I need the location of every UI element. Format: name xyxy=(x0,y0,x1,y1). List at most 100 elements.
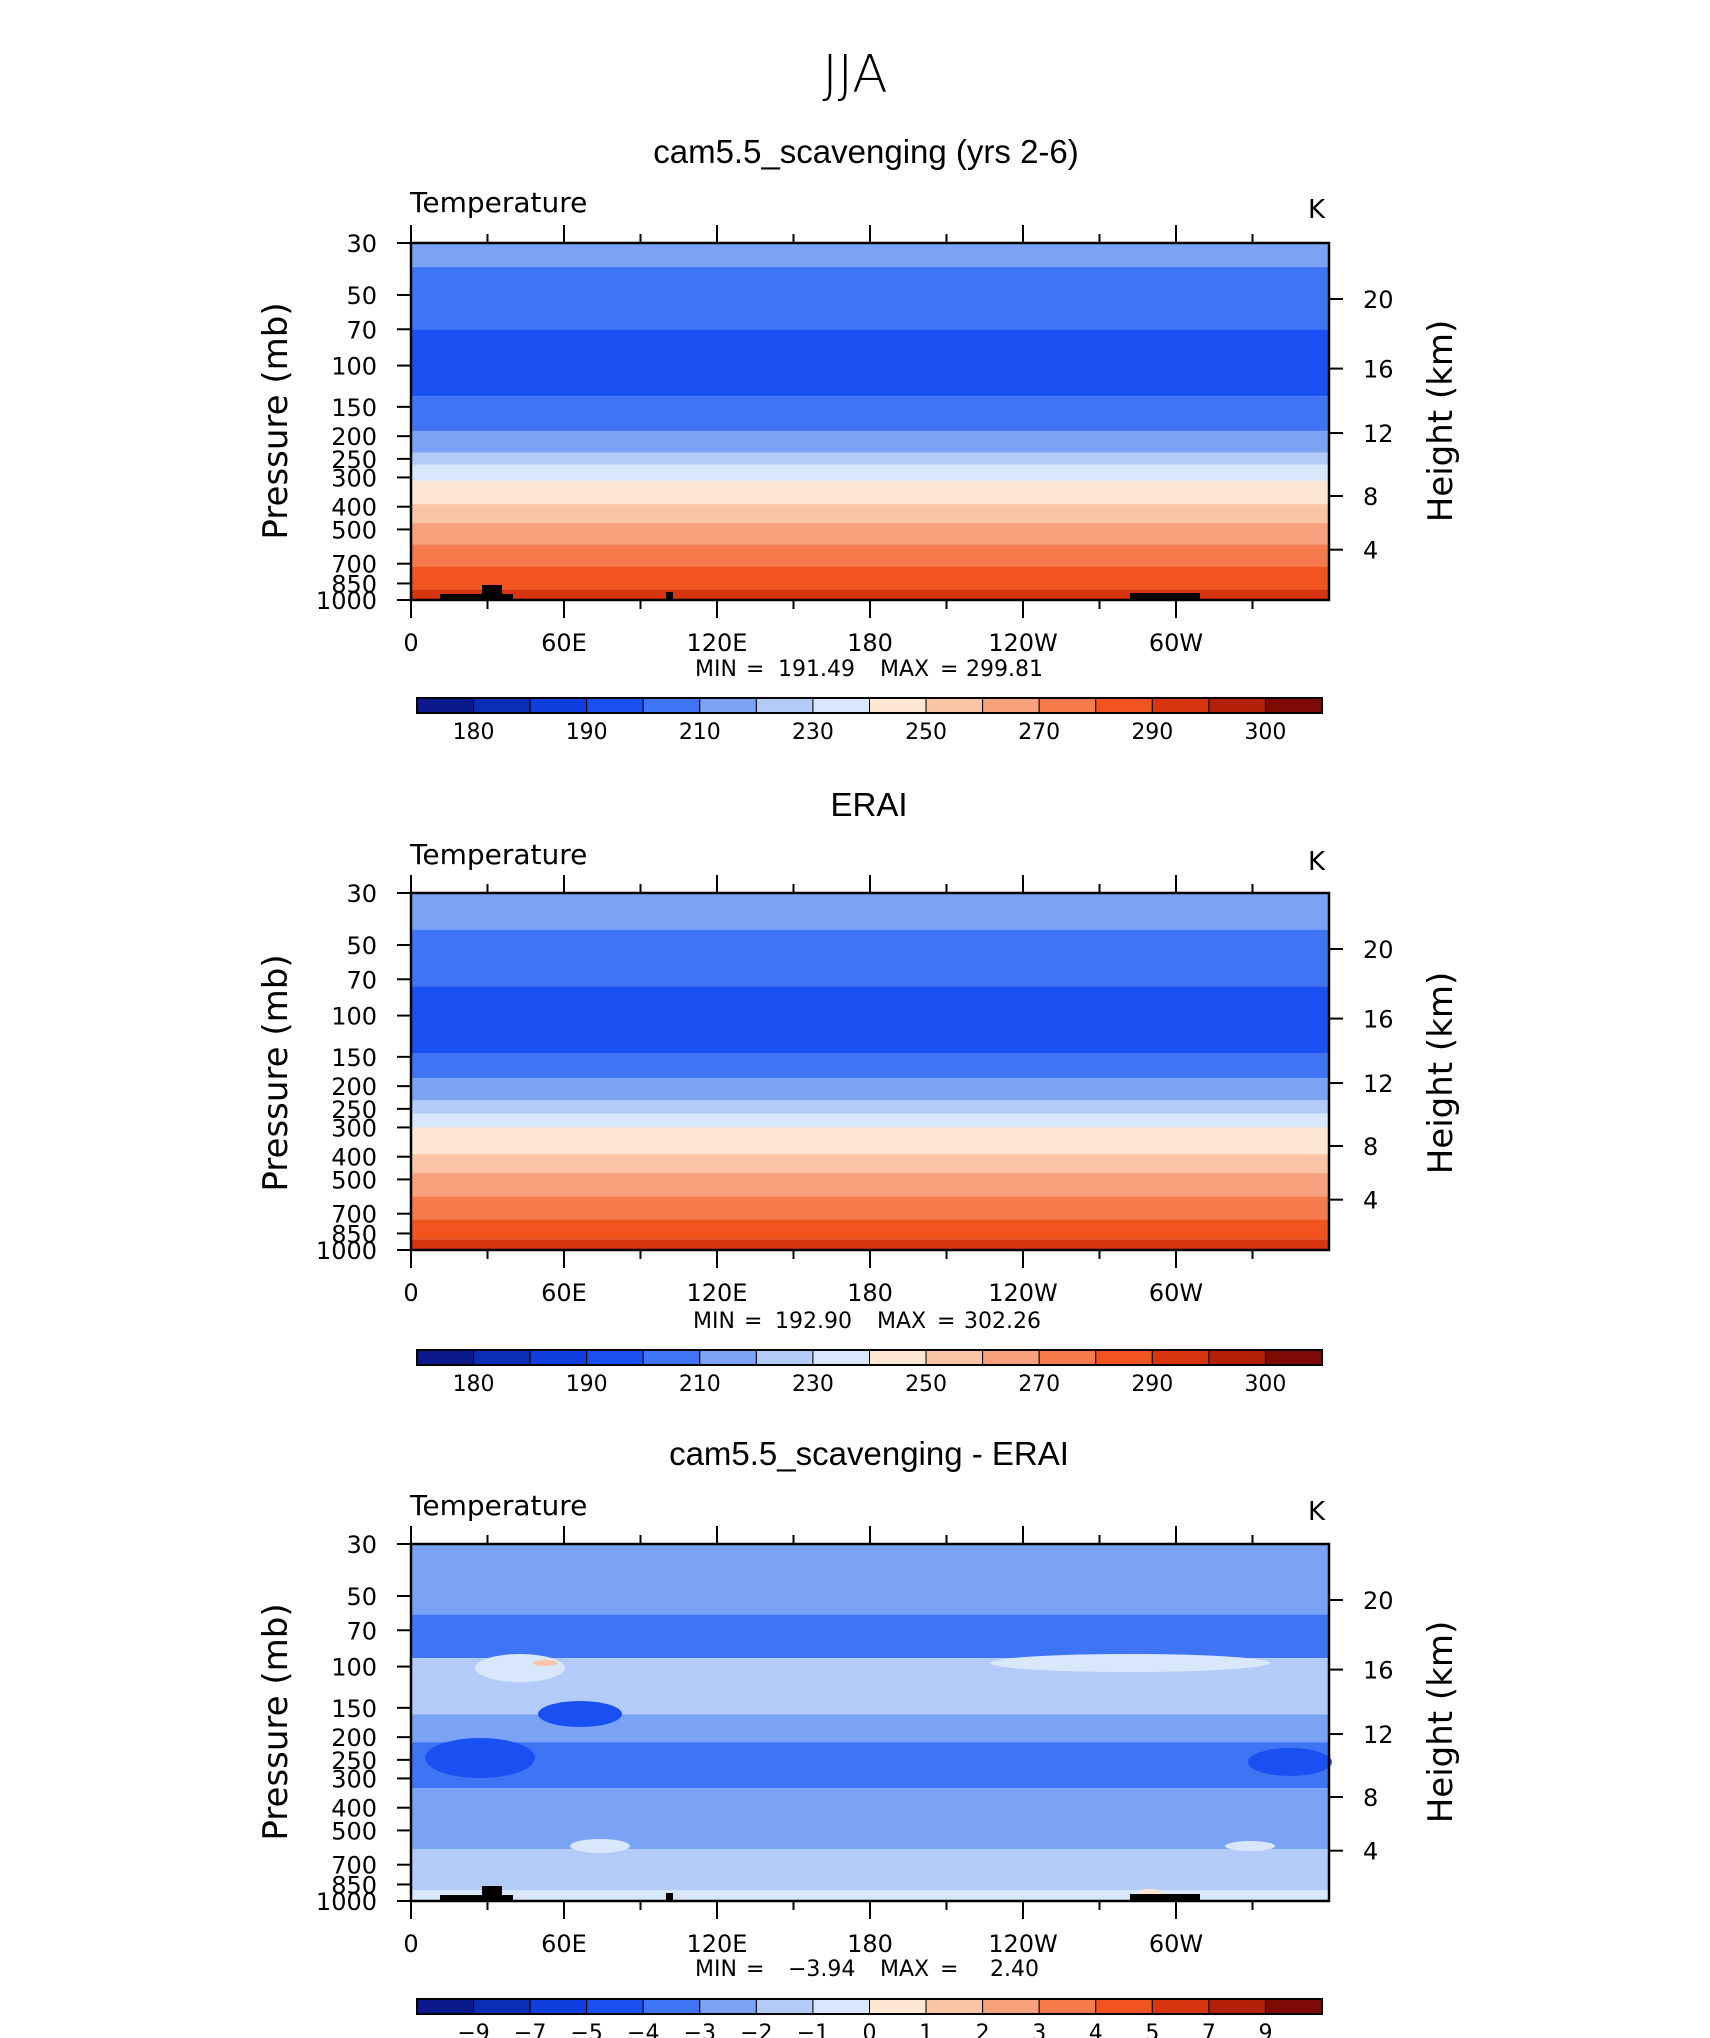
panel-3-ylabel: Pressure (mb) xyxy=(256,1603,296,1840)
colorbar-label: 180 xyxy=(453,1372,495,1397)
height-tick-label: 4 xyxy=(1363,537,1378,565)
colorbar-label: 180 xyxy=(453,720,495,745)
contour-band-0 xyxy=(411,1544,1329,1615)
panel-1-title: cam5.5_scavenging (yrs 2-6) xyxy=(653,133,1079,170)
height-tick-label: 4 xyxy=(1363,1187,1378,1215)
panel-1-max-value: 299.81 xyxy=(966,657,1043,682)
panel-1-units-label: K xyxy=(1308,195,1326,225)
pressure-tick-label: 500 xyxy=(331,1817,377,1845)
topography-mask xyxy=(482,585,502,594)
contour-band-5 xyxy=(411,1788,1329,1849)
panel-1-max-eq: = xyxy=(940,657,958,682)
lon-tick-label: 120E xyxy=(687,1279,748,1307)
colorbar-swatch xyxy=(586,697,644,714)
panel-2-max-eq: = xyxy=(937,1309,955,1334)
height-tick-label: 20 xyxy=(1363,286,1394,314)
anomaly-blob-7 xyxy=(1225,1841,1275,1851)
colorbar-swatch xyxy=(1151,1998,1210,2015)
colorbar-swatch xyxy=(642,1349,701,1366)
contour-band-1 xyxy=(411,267,1329,330)
colorbar-swatch xyxy=(416,1349,475,1366)
colorbar-swatch xyxy=(473,697,531,714)
pressure-tick-label: 1000 xyxy=(316,587,377,615)
contour-band-10 xyxy=(411,1196,1329,1220)
lon-tick-label: 60W xyxy=(1149,1930,1203,1958)
pressure-tick-label: 1000 xyxy=(316,1237,377,1265)
panel-3-stats: MIN = −3.94 MAX = 2.40 xyxy=(695,1957,1039,1982)
contour-band-0 xyxy=(411,243,1329,268)
colorbar-swatch xyxy=(755,1349,814,1366)
contour-band-4 xyxy=(411,430,1329,453)
panel-2-max-value: 302.26 xyxy=(964,1309,1041,1334)
colorbar-swatch xyxy=(642,1998,701,2015)
lon-tick-label: 120W xyxy=(988,1930,1058,1958)
colorbar-label: 230 xyxy=(792,1372,834,1397)
contour-band-5 xyxy=(411,452,1329,465)
contour-band-3 xyxy=(411,1053,1329,1079)
pressure-tick-label: 30 xyxy=(346,1531,377,1559)
pressure-tick-label: 400 xyxy=(331,1795,377,1823)
colorbar-label: −9 xyxy=(457,2021,489,2038)
lon-tick-label: 0 xyxy=(403,1930,418,1958)
panel-2-ylabel-right: Height (km) xyxy=(1421,972,1461,1175)
panel-2-colorbar: 180 190 210 230 250 270 290 300 xyxy=(416,1349,1323,1397)
colorbar-label: 270 xyxy=(1018,720,1060,745)
pressure-tick-label: 100 xyxy=(331,1654,377,1682)
pressure-tick-label: 70 xyxy=(346,316,377,344)
panel-1-ylabel-right: Height (km) xyxy=(1421,320,1461,523)
colorbar-swatch xyxy=(982,697,1040,714)
height-tick-label: 20 xyxy=(1363,936,1394,964)
height-tick-label: 8 xyxy=(1363,483,1378,511)
colorbar-swatch xyxy=(925,1349,984,1366)
panel-3-variable-label: Temperature xyxy=(409,1489,587,1522)
panel-2-stats: MIN = 192.90 MAX = 302.26 xyxy=(693,1309,1041,1334)
colorbar-swatch xyxy=(869,1998,927,2015)
colorbar-label: 210 xyxy=(679,1372,721,1397)
contour-band-12 xyxy=(411,1239,1329,1250)
pressure-tick-label: 30 xyxy=(346,880,377,908)
panel-3-max-label: MAX xyxy=(880,1957,929,1982)
panel-3-min-label: MIN xyxy=(695,1957,737,1982)
pressure-tick-label: 700 xyxy=(331,551,377,579)
contour-band-0 xyxy=(411,893,1329,930)
pressure-tick-label: 500 xyxy=(331,516,377,544)
contour-band-9 xyxy=(411,523,1329,545)
anomaly-blob-0 xyxy=(475,1654,565,1682)
contour-band-3 xyxy=(411,396,1329,431)
contour-band-8 xyxy=(411,1154,1329,1174)
pressure-tick-label: 250 xyxy=(331,1747,377,1775)
colorbar-swatch xyxy=(812,1998,870,2015)
height-tick-label: 20 xyxy=(1363,1587,1394,1615)
colorbar-swatch xyxy=(812,697,870,714)
colorbar-label: 0 xyxy=(863,2021,877,2038)
anomaly-blob-3 xyxy=(538,1701,622,1727)
panel-1-ylabel: Pressure (mb) xyxy=(256,302,296,539)
anomaly-blob-4 xyxy=(425,1738,535,1778)
pressure-tick-label: 200 xyxy=(331,423,377,451)
colorbar-swatch xyxy=(586,1998,644,2015)
pressure-tick-label: 700 xyxy=(331,1201,377,1229)
contour-band-2 xyxy=(411,329,1329,397)
pressure-tick-label: 850 xyxy=(331,570,377,598)
panel-1-min-label: MIN xyxy=(695,657,737,682)
panel-1-colorbar: 180 190 210 230 250 270 290 300 xyxy=(416,697,1323,745)
contour-band-6 xyxy=(411,1848,1329,1891)
panel-3-units-label: K xyxy=(1308,1497,1326,1527)
colorbar-label: −1 xyxy=(797,2021,829,2038)
lon-tick-label: 120E xyxy=(687,629,748,657)
lon-tick-label: 120E xyxy=(687,1930,748,1958)
panel-1-min-eq: = xyxy=(746,657,764,682)
colorbar-swatch xyxy=(1095,697,1153,714)
pressure-tick-label: 50 xyxy=(346,932,377,960)
colorbar-label: −5 xyxy=(570,2021,602,2038)
contour-band-7 xyxy=(411,480,1329,505)
colorbar-swatch xyxy=(586,1349,644,1366)
pressure-tick-label: 850 xyxy=(331,1871,377,1899)
pressure-tick-label: 200 xyxy=(331,1073,377,1101)
colorbar-frame xyxy=(416,1349,1323,1366)
colorbar-swatch xyxy=(416,697,475,714)
colorbar-swatch xyxy=(1264,697,1323,714)
